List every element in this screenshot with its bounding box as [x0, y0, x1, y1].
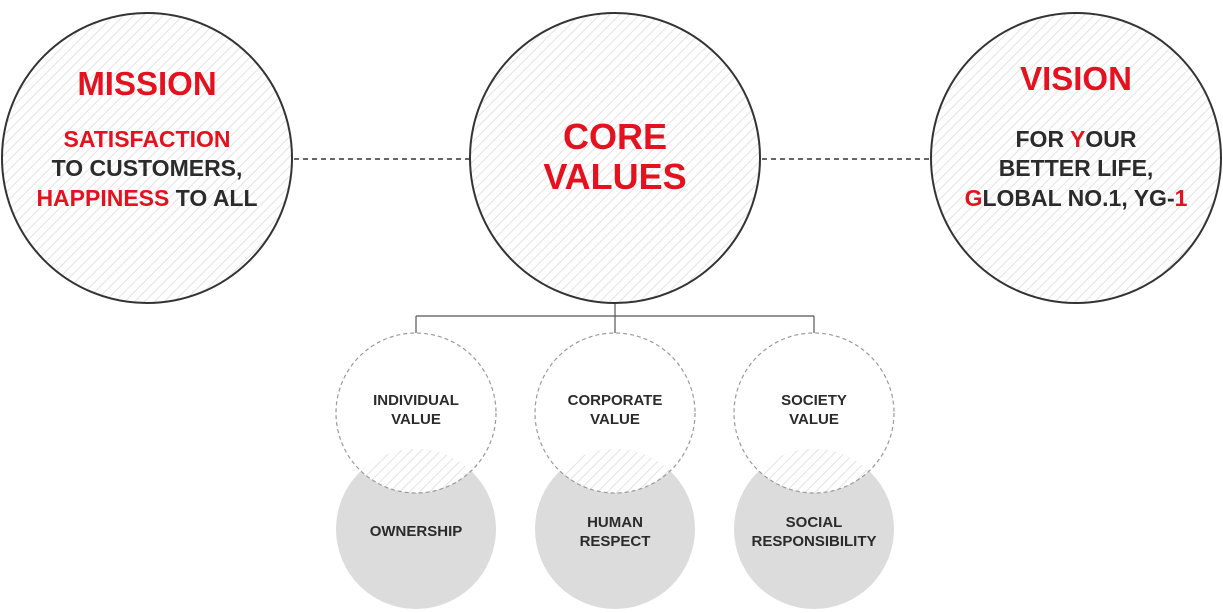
value-top-line1: CORPORATE — [568, 392, 663, 409]
vision-line1-a: FOR — [1016, 126, 1071, 152]
mission-title: MISSION — [77, 65, 216, 102]
value-circle-bottom — [336, 449, 496, 609]
value-group-corporate: CORPORATE VALUE HUMAN RESPECT — [534, 332, 696, 609]
value-bottom-line1: HUMAN — [587, 514, 643, 531]
core-values-circle: CORE VALUES — [469, 12, 761, 304]
vision-circle: VISION FOR YOUR BETTER LIFE, GLOBAL NO.1… — [930, 12, 1222, 304]
tree-connector — [415, 304, 815, 333]
value-bottom-line2: RESPONSIBILITY — [751, 533, 876, 550]
value-bottom-line1: OWNERSHIP — [370, 523, 463, 540]
vision-line1-b: OUR — [1085, 126, 1137, 152]
value-circle-top — [534, 332, 696, 494]
value-group-society: SOCIETY VALUE SOCIAL RESPONSIBILITY — [733, 332, 895, 609]
value-bottom-line1: SOCIAL — [786, 514, 843, 531]
core-title-line2: VALUES — [543, 156, 686, 197]
value-top-line2: VALUE — [789, 411, 839, 428]
vision-line2: BETTER LIFE, — [999, 155, 1154, 181]
value-circle-bottom — [734, 449, 894, 609]
value-circle-top — [335, 332, 497, 494]
mission-line3-rest: TO ALL — [169, 185, 257, 211]
vision-line3-red-1: 1 — [1175, 185, 1188, 211]
mission-line2: TO CUSTOMERS, — [52, 155, 243, 181]
value-top-line1: SOCIETY — [781, 392, 847, 409]
value-circle-top — [733, 332, 895, 494]
value-bottom-line2: RESPECT — [580, 533, 651, 550]
mission-line1: SATISFACTION — [64, 126, 231, 152]
vision-line3-red-g: G — [965, 185, 983, 211]
vision-line3: GLOBAL NO.1, YG-1 — [965, 185, 1188, 211]
value-group-individual: INDIVIDUAL VALUE OWNERSHIP — [335, 332, 497, 609]
vision-line3-mid: LOBAL NO.1, YG- — [982, 185, 1174, 211]
value-top-line1: INDIVIDUAL — [373, 392, 459, 409]
mission-circle: MISSION SATISFACTION TO CUSTOMERS, HAPPI… — [1, 12, 293, 304]
value-circle-bottom — [535, 449, 695, 609]
core-title-line1: CORE — [563, 116, 667, 157]
vision-line1: FOR YOUR — [1016, 126, 1137, 152]
mission-line3: HAPPINESS TO ALL — [36, 185, 257, 211]
mission-line3-red: HAPPINESS — [36, 185, 169, 211]
value-top-line2: VALUE — [391, 411, 441, 428]
vision-line1-red: Y — [1070, 126, 1085, 152]
vision-title: VISION — [1020, 60, 1132, 97]
value-top-line2: VALUE — [590, 411, 640, 428]
